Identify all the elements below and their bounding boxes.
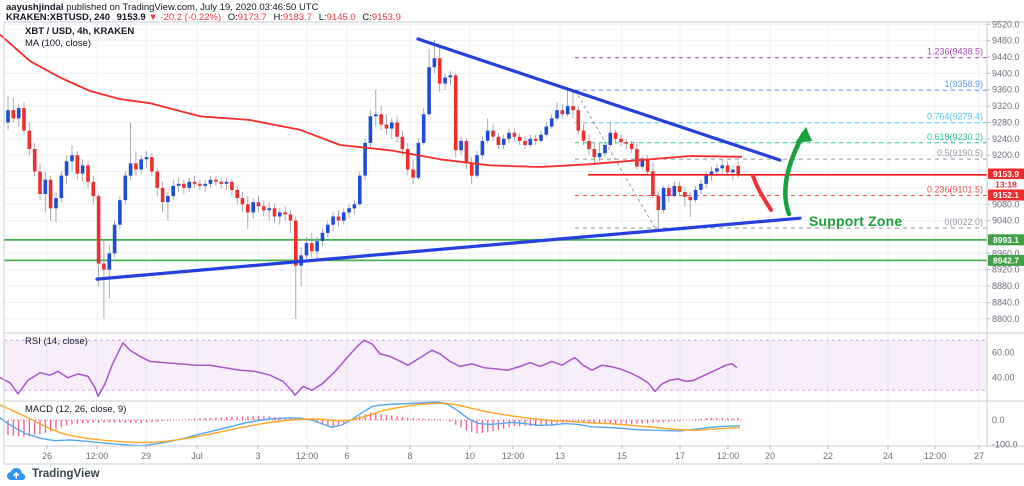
support-level-lines[interactable] (4, 238, 987, 262)
svg-text:0.764(9279.4): 0.764(9279.4) (927, 112, 983, 122)
svg-text:9040.0: 9040.0 (992, 216, 1020, 226)
svg-text:9480.0: 9480.0 (992, 36, 1020, 46)
macd-histogram (7, 412, 742, 437)
svg-text:8960.0: 8960.0 (992, 248, 1020, 258)
svg-text:12:00: 12:00 (296, 451, 319, 461)
svg-text:9440.0: 9440.0 (992, 52, 1020, 62)
pane-borders (3, 21, 1024, 465)
price-axis[interactable]: 9520.0 9480.0 9440.0 9400.0 9360.0 9320.0 9280… (987, 19, 1020, 449)
svg-text:27: 27 (974, 451, 984, 461)
symbol-label[interactable]: KRAKEN:XBTUSD, 240 (6, 12, 110, 23)
candles-layer (6, 39, 740, 319)
svg-text:8920.0: 8920.0 (992, 265, 1020, 275)
low-value: 9145.0 (326, 12, 356, 23)
last-price: 9153.9 (116, 12, 146, 23)
svg-text:0.618(9230.2): 0.618(9230.2) (927, 132, 983, 142)
publish-text: published on TradingView.com, July 19, 2… (63, 2, 319, 13)
svg-text:8800.0: 8800.0 (992, 314, 1020, 324)
svg-text:24: 24 (883, 451, 893, 461)
support-zone-label: Support Zone (809, 213, 903, 229)
svg-text:12:00: 12:00 (717, 451, 740, 461)
arrow-head-icon (795, 127, 812, 143)
rsi-axis-tick: 40.00 (992, 373, 1015, 383)
svg-text:9520.0: 9520.0 (992, 19, 1020, 29)
close-value: 9153.9 (371, 12, 401, 23)
rsi-axis-tick: 60.00 (992, 348, 1015, 358)
svg-text:8942.7: 8942.7 (993, 255, 1019, 265)
macd-axis-tick: 0.0 (992, 415, 1005, 425)
chart-legend-symbol[interactable]: XBT / USD, 4h, KRAKEN (25, 26, 135, 37)
symbol-info-bar: KRAKEN:XBTUSD, 240 9153.9 ▼ -20.2 (-0.22… (6, 13, 401, 23)
svg-text:8993.1: 8993.1 (993, 235, 1019, 245)
open-value: 9173.7 (237, 12, 267, 23)
svg-text:8840.0: 8840.0 (992, 297, 1020, 307)
svg-text:1.236(9438.5): 1.236(9438.5) (927, 47, 983, 57)
svg-text:12:00: 12:00 (924, 451, 947, 461)
svg-text:0(9022.0): 0(9022.0) (944, 217, 983, 227)
svg-text:1(9358.9): 1(9358.9) (944, 79, 983, 89)
price-line-badge: 9152.1 (988, 189, 1024, 201)
svg-text:8: 8 (407, 451, 412, 461)
svg-text:12:00: 12:00 (502, 451, 525, 461)
tradingview-branding[interactable]: TradingView (6, 466, 100, 481)
svg-text:10: 10 (465, 451, 475, 461)
trendline-ascending[interactable] (95, 216, 802, 281)
chart-legend-ma[interactable]: MA (100, close) (25, 38, 91, 49)
svg-text:9360.0: 9360.0 (992, 85, 1020, 95)
last-price-badge: 9153.9 (988, 168, 1024, 180)
price-change: ▼ -20.2 (-0.22%) (148, 12, 222, 23)
macd-axis-tick: -100.0 (992, 439, 1018, 449)
svg-text:0.5(9190.5): 0.5(9190.5) (937, 148, 983, 158)
rejection-line-annotation[interactable] (751, 174, 773, 212)
svg-text:29: 29 (141, 451, 151, 461)
svg-text:6: 6 (344, 451, 349, 461)
fib-retracement[interactable]: 1.236(9438.5) 1(9358.9) 0.764(9279.4) 0.618… (574, 47, 987, 229)
svg-text:12:00: 12:00 (86, 451, 109, 461)
svg-text:9152.1: 9152.1 (993, 190, 1019, 200)
tradingview-brand-text: TradingView (32, 467, 100, 480)
rsi-pane-legend[interactable]: RSI (14, close) (25, 336, 88, 347)
svg-text:26: 26 (42, 451, 52, 461)
svg-text:9280.0: 9280.0 (992, 118, 1020, 128)
high-value: 9183.7 (282, 12, 313, 23)
svg-text:20: 20 (765, 451, 775, 461)
time-axis[interactable]: 26 12:00 29 Jul 3 12:00 6 8 10 12:00 13 15 17 12:00 20… (42, 446, 984, 461)
publish-info: aayushjindal published on TradingView.co… (6, 3, 318, 13)
author-name: aayushjindal (6, 2, 64, 13)
svg-text:9240.0: 9240.0 (992, 134, 1020, 144)
svg-text:17: 17 (675, 451, 685, 461)
svg-text:13:18: 13:18 (995, 180, 1017, 190)
svg-text:9153.9: 9153.9 (993, 169, 1019, 179)
bar-countdown-badge: 13:18 (988, 179, 1024, 190)
close-label: C: (362, 12, 372, 23)
macd-pane-legend[interactable]: MACD (12, 26, close, 9) (25, 404, 127, 415)
rsi-band (4, 339, 987, 391)
support-level-badge: 8942.7 (988, 254, 1024, 266)
macd-signal-line (0, 402, 740, 444)
svg-text:13: 13 (555, 451, 565, 461)
svg-text:22: 22 (823, 451, 833, 461)
svg-text:9080.0: 9080.0 (992, 199, 1020, 209)
high-label: H: (273, 12, 283, 23)
trendline-descending[interactable] (416, 37, 782, 162)
svg-text:9200.0: 9200.0 (992, 150, 1020, 160)
svg-text:9400.0: 9400.0 (992, 68, 1020, 78)
svg-text:3: 3 (255, 451, 260, 461)
low-label: L: (318, 12, 327, 23)
svg-text:0.236(9101.5): 0.236(9101.5) (927, 185, 983, 195)
support-level-badge: 8993.1 (988, 234, 1024, 246)
svg-text:8880.0: 8880.0 (992, 281, 1020, 291)
fib-connector (574, 89, 656, 229)
open-label: O: (227, 12, 238, 23)
tradingview-logo-icon (7, 468, 26, 480)
svg-text:15: 15 (617, 451, 627, 461)
svg-text:9320.0: 9320.0 (992, 101, 1020, 111)
ma-100-line[interactable] (0, 33, 743, 168)
svg-text:Jul: Jul (191, 451, 203, 461)
rally-arrow-annotation[interactable] (782, 127, 812, 217)
rsi-line (0, 339, 738, 398)
